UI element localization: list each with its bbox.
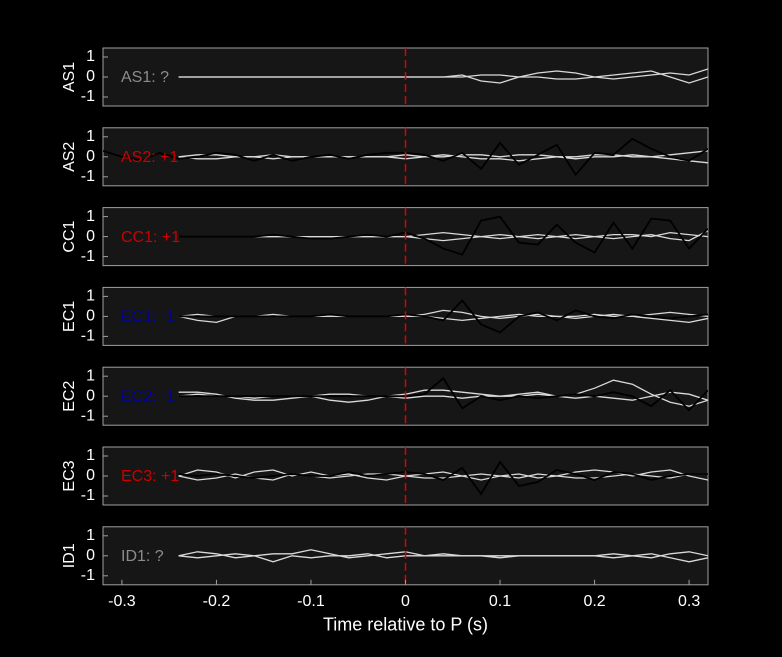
plot-area <box>178 376 708 412</box>
trace <box>178 154 708 164</box>
plot-area <box>178 299 708 334</box>
y-tick-label: -1 <box>81 407 95 424</box>
y-tick-label: 1 <box>86 527 95 544</box>
station-annotation: EC1: -1 <box>121 309 175 326</box>
station-annotation: AS2: +1 <box>121 149 178 166</box>
y-axis-label: AS2 <box>61 142 78 172</box>
station-annotation: EC3: +1 <box>121 468 179 485</box>
y-tick-label: 1 <box>86 288 95 305</box>
station-annotation: AS1: ? <box>121 69 169 86</box>
station-annotation: ID1: ? <box>121 548 164 565</box>
x-tick-label: 0.1 <box>489 593 511 610</box>
x-tick-label: -0.1 <box>297 593 325 610</box>
y-axis-label: EC3 <box>61 460 78 491</box>
y-tick-label: 1 <box>86 447 95 464</box>
y-tick-label: 1 <box>86 128 95 145</box>
trace <box>178 150 708 162</box>
y-tick-label: 0 <box>86 547 95 564</box>
plot-area <box>178 215 708 256</box>
x-tick-label: 0.3 <box>678 593 700 610</box>
y-tick-label: -1 <box>81 487 95 504</box>
plot-area <box>178 68 708 84</box>
plot-area <box>178 549 708 563</box>
y-tick-label: 0 <box>86 467 95 484</box>
y-axis-label: CC1 <box>61 220 78 252</box>
x-tick-label: 0.2 <box>583 593 605 610</box>
y-tick-label: 0 <box>86 308 95 325</box>
y-tick-label: 0 <box>86 68 95 85</box>
x-axis-label: Time relative to P (s) <box>323 615 488 635</box>
trace <box>178 549 708 559</box>
trace <box>178 70 708 84</box>
y-axis-label: EC2 <box>61 381 78 412</box>
y-tick-label: -1 <box>81 248 95 265</box>
trace <box>178 230 708 242</box>
plot-area <box>178 460 708 496</box>
y-axis-label: ID1 <box>61 543 78 568</box>
x-tick-label: -0.3 <box>108 593 136 610</box>
station-annotation: EC2: -1 <box>121 388 175 405</box>
y-tick-label: 0 <box>86 148 95 165</box>
y-tick-label: 0 <box>86 387 95 404</box>
y-tick-label: 1 <box>86 367 95 384</box>
trace <box>178 376 708 412</box>
y-axis-label: EC1 <box>61 301 78 332</box>
y-tick-label: 1 <box>86 208 95 225</box>
y-tick-label: -1 <box>81 88 95 105</box>
x-tick-label: 0 <box>401 593 410 610</box>
trace <box>178 299 708 334</box>
y-tick-label: -1 <box>81 168 95 185</box>
y-tick-label: 1 <box>86 48 95 65</box>
trace <box>178 309 708 324</box>
trace <box>178 473 708 481</box>
station-annotation: CC1: +1 <box>121 229 180 246</box>
y-axis-label: AS1 <box>61 62 78 92</box>
y-tick-label: -1 <box>81 567 95 584</box>
y-tick-label: 0 <box>86 228 95 245</box>
trace <box>178 460 708 496</box>
trace <box>178 379 708 407</box>
y-tick-label: -1 <box>81 328 95 345</box>
trace <box>178 553 708 563</box>
x-tick-label: -0.2 <box>203 593 231 610</box>
trace <box>178 215 708 256</box>
